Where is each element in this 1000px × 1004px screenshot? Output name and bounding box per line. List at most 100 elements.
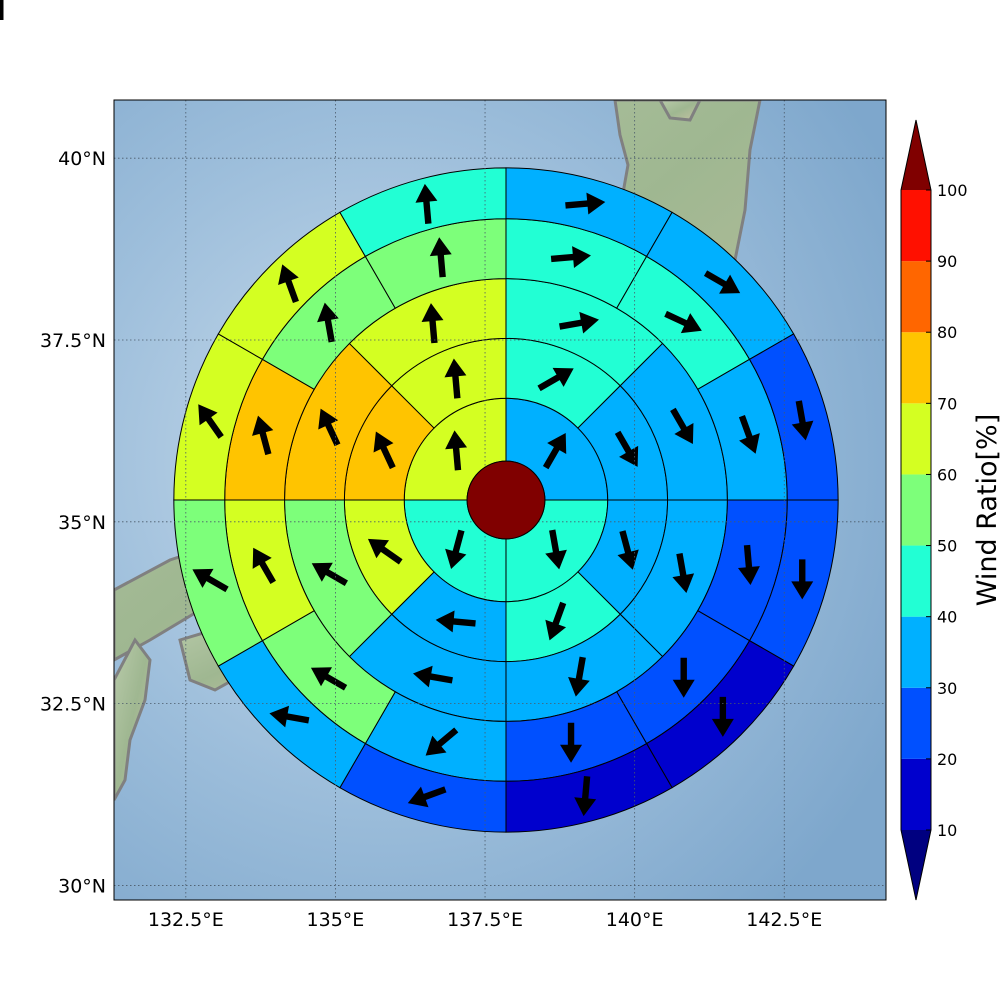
wind-arrow: [192, 568, 229, 593]
wind-arrow: [429, 237, 452, 278]
colorbar-segment: [901, 403, 931, 475]
x-tick-label: 135°E: [307, 909, 365, 931]
wind-arrow: [545, 601, 567, 641]
wind-arrow-shape: [545, 529, 567, 570]
colorbar-segment: [901, 474, 931, 546]
wind-arrow: [672, 553, 695, 593]
wind-arrow-shape: [703, 270, 741, 294]
colorbar-over-extension: [901, 120, 931, 190]
colorbar-label: Wind Ratio[%]: [972, 414, 1000, 606]
wind-arrow-shape: [269, 705, 310, 728]
wind-arrow: [252, 415, 274, 456]
wind-arrow: [317, 302, 339, 343]
wind-arrow-shape: [425, 727, 459, 756]
wind-arrow: [738, 415, 760, 454]
wind-arrow-shape: [445, 529, 467, 570]
wind-arrow: [550, 246, 591, 268]
colorbar-segment: [901, 616, 931, 688]
map-frame: [113, 99, 887, 901]
wind-arrow: [791, 559, 814, 600]
wind-arrow-shape: [614, 430, 639, 467]
y-tick-label: 40°N: [58, 148, 106, 170]
wind-arrow-shape: [445, 430, 468, 471]
colorbar-segment: [901, 261, 931, 333]
wind-arrow: [568, 656, 590, 697]
wind-arrow: [252, 547, 276, 584]
wind-arrow-shape: [545, 601, 567, 641]
colorbar-tick-label: 50: [937, 537, 957, 556]
colorbar-segment: [901, 332, 931, 404]
wind-arrow: [0, 0, 4, 20]
wind-arrow: [415, 183, 438, 224]
wind-arrow: [574, 776, 597, 817]
wind-arrow-shape: [415, 183, 438, 224]
wind-arrow-shape: [574, 776, 597, 817]
colorbar-segment: [901, 545, 931, 617]
wind-arrow: [565, 192, 606, 215]
wind-arrow: [421, 303, 444, 344]
wind-arrow: [711, 696, 734, 737]
wind-arrow: [311, 562, 348, 587]
wind-arrow-shape: [252, 415, 274, 456]
wind-arrow: [537, 367, 574, 392]
colorbar-tick-label: 70: [937, 394, 957, 413]
y-tick-label: 35°N: [58, 512, 106, 534]
wind-arrow-shape: [791, 559, 814, 600]
wind-arrow-shape: [565, 192, 606, 215]
wind-arrow-shape: [310, 667, 348, 691]
wind-vectors: [0, 0, 814, 817]
colorbar-tick-label: 30: [937, 679, 957, 698]
wind-arrow-shape: [198, 404, 224, 439]
wind-arrow-shape: [318, 408, 341, 447]
wind-arrow: [444, 358, 467, 399]
wind-ratio-sector: [339, 167, 507, 258]
wind-arrow-shape: [435, 610, 476, 633]
wind-arrow-shape: [421, 303, 444, 344]
y-tick-label: 37.5°N: [40, 330, 106, 352]
wind-arrow-shape: [670, 407, 694, 445]
y-tick-label: 32.5°N: [40, 694, 106, 716]
wind-arrow: [560, 722, 583, 763]
wind-arrow-shape: [317, 302, 339, 343]
y-tick-label: 30°N: [58, 875, 106, 897]
x-tick-label: 140°E: [606, 909, 664, 931]
wind-arrow: [791, 400, 814, 441]
wind-arrow: [542, 432, 567, 470]
colorbar-tick-label: 60: [937, 465, 957, 484]
colorbar: 10 20 30 40 50 60 70 80 90 100 Wind Ratio[%]: [900, 119, 1000, 901]
wind-arrow-shape: [542, 432, 567, 470]
wind-arrow-shape: [791, 400, 814, 441]
land-kyushu: [114, 637, 152, 801]
wind-arrow-shape: [711, 696, 734, 737]
wind-arrow: [672, 657, 695, 698]
wind-arrow: [435, 610, 476, 633]
wind-arrow: [703, 270, 741, 294]
wind-arrow-shape: [407, 786, 447, 808]
wind-arrow-shape: [373, 431, 396, 470]
x-tick-label: 132.5°E: [148, 909, 224, 931]
wind-arrow: [425, 727, 459, 756]
colorbar-tick-label: 90: [937, 252, 957, 271]
map-plot-area: [0, 0, 887, 901]
wind-arrow: [373, 431, 396, 470]
colorbar-tick-label: 20: [937, 750, 957, 769]
wind-arrow: [614, 430, 639, 467]
wind-arrow: [310, 667, 348, 691]
wind-arrow-shape: [278, 264, 299, 304]
wind-arrow-shape: [429, 237, 452, 278]
wind-arrow: [737, 544, 760, 585]
wind-arrow-shape: [664, 310, 702, 334]
wind-arrow: [278, 264, 299, 304]
x-axis-ticks: 132.5°E 135°E 137.5°E 140°E 142.5°E: [148, 909, 822, 931]
wind-arrow-shape: [672, 657, 695, 698]
wind-arrow-shape: [617, 530, 639, 570]
colorbar-tick-label: 100: [937, 181, 968, 200]
x-tick-label: 137.5°E: [447, 909, 523, 931]
colorbar-segment: [901, 758, 931, 830]
wind-arrow-shape: [192, 568, 229, 593]
wind-arrow-shape: [737, 544, 760, 585]
storm-center-disk: [466, 460, 546, 540]
wind-arrow-shape: [367, 538, 403, 565]
